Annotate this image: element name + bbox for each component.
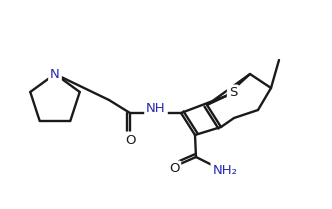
Text: NH₂: NH₂ [212, 163, 237, 176]
Text: O: O [125, 134, 135, 147]
Text: N: N [50, 68, 60, 80]
Text: S: S [229, 87, 237, 99]
Text: NH: NH [146, 102, 166, 116]
Text: O: O [169, 163, 179, 176]
